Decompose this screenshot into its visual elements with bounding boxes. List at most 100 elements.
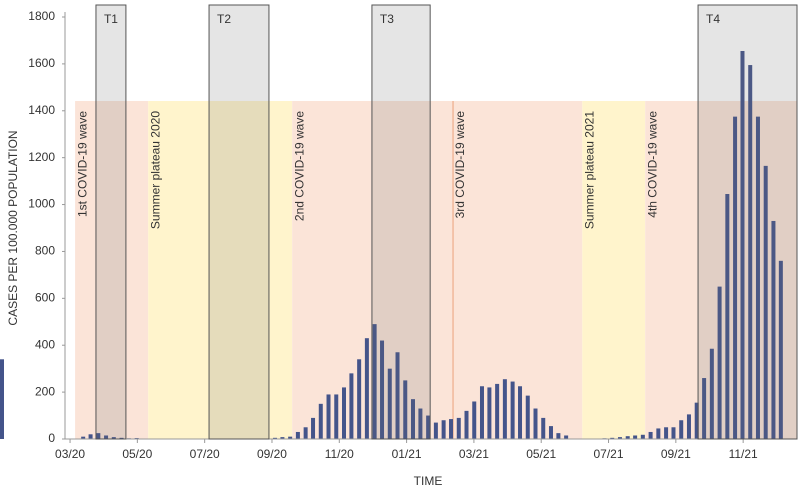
y-tick-label: 1400: [28, 103, 55, 117]
x-tick-label: 03/21: [459, 447, 489, 461]
bar: [487, 387, 492, 439]
x-axis-label: TIME: [414, 474, 443, 488]
bar: [395, 352, 400, 439]
period-band: [453, 101, 583, 439]
bar: [441, 420, 446, 439]
x-tick-label: 05/20: [122, 447, 152, 461]
bar: [664, 427, 669, 439]
bar: [541, 417, 546, 439]
bar: [96, 433, 101, 439]
bar: [326, 394, 331, 439]
x-tick-label: 05/21: [526, 447, 556, 461]
bar: [81, 436, 86, 439]
bar: [525, 395, 530, 439]
bar: [433, 422, 438, 439]
bar: [694, 402, 699, 439]
bar: [648, 431, 653, 439]
bar: [88, 434, 93, 439]
period-label: Summer plateau 2020: [148, 111, 162, 229]
bar: [318, 403, 323, 439]
bar: [748, 65, 753, 440]
bar: [625, 436, 630, 439]
y-tick-label: 1800: [28, 9, 55, 23]
time-window-label: T1: [104, 12, 118, 26]
y-tick-label: 200: [35, 384, 55, 398]
y-tick-label: 400: [35, 337, 55, 351]
bar: [288, 436, 293, 439]
bar: [495, 383, 500, 439]
bar: [640, 434, 645, 439]
x-tick-label: 07/21: [594, 447, 624, 461]
period-band: [292, 101, 454, 439]
bar: [410, 399, 415, 439]
bar: [656, 428, 661, 439]
bar: [617, 437, 622, 439]
bar: [740, 50, 745, 439]
time-window: [371, 4, 431, 440]
period-label: Summer plateau 2021: [582, 111, 596, 229]
x-tick-label: 09/20: [257, 447, 287, 461]
y-tick-label: 1200: [28, 150, 55, 164]
bar: [311, 417, 316, 439]
y-tick-label: 1600: [28, 56, 55, 70]
bar: [564, 435, 569, 439]
x-tick-label: 03/20: [55, 447, 85, 461]
bar: [717, 286, 722, 439]
bar: [479, 386, 484, 439]
y-tick-label: 600: [35, 291, 55, 305]
bar: [364, 338, 369, 439]
bar: [518, 386, 523, 439]
x-tick-label: 01/21: [392, 447, 422, 461]
time-window-label: T2: [217, 12, 231, 26]
bar: [633, 435, 638, 439]
bar: [725, 194, 730, 439]
period-label: 2nd COVID-19 wave: [292, 111, 306, 221]
time-window-label: T4: [706, 12, 720, 26]
bar: [334, 394, 339, 439]
time-window-label: T3: [380, 12, 394, 26]
bar: [380, 340, 385, 439]
bar: [709, 348, 714, 439]
bar: [679, 420, 684, 439]
bar: [273, 437, 278, 439]
bar: [295, 431, 300, 439]
bar: [671, 427, 676, 439]
bar: [702, 378, 707, 439]
time-window: [208, 4, 270, 440]
bar: [0, 359, 4, 439]
time-window: [95, 4, 127, 440]
bar: [426, 415, 431, 439]
bar: [357, 359, 362, 439]
x-tick-label: 11/21: [729, 447, 758, 461]
period-label: 4th COVID-19 wave: [645, 111, 659, 218]
bar: [778, 260, 783, 439]
time-window: [697, 4, 798, 440]
bar: [372, 324, 377, 439]
bar: [280, 437, 285, 439]
bar: [104, 435, 109, 439]
bar: [403, 380, 408, 439]
period-label: 3rd COVID-19 wave: [453, 111, 467, 219]
bar: [303, 427, 308, 439]
bar: [548, 426, 553, 439]
bar: [418, 408, 423, 439]
bar: [449, 419, 454, 439]
y-tick-label: 1000: [28, 197, 55, 211]
bar: [755, 116, 760, 439]
bar: [502, 379, 507, 439]
x-tick-label: 07/20: [190, 447, 220, 461]
bar: [610, 437, 615, 439]
x-tick-label: 11/20: [325, 447, 354, 461]
y-axis-label: CASES PER 100.000 POPULATION: [6, 130, 20, 325]
bar: [533, 408, 538, 439]
bar: [119, 437, 124, 439]
period-band: [75, 101, 149, 439]
bar: [686, 414, 691, 439]
bar: [349, 373, 354, 439]
bar: [456, 417, 461, 439]
bar: [111, 437, 116, 439]
y-tick-label: 800: [35, 244, 55, 258]
bar: [763, 165, 768, 439]
bar: [472, 401, 477, 439]
